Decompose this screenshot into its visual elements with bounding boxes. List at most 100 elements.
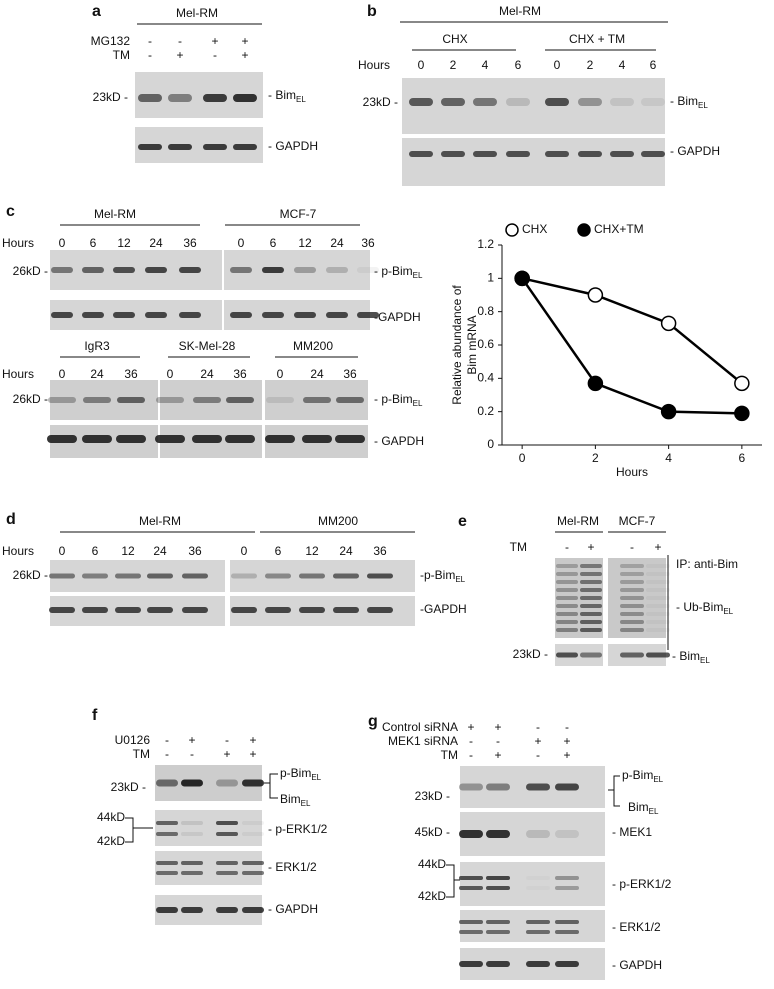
band-subscript: EL: [455, 575, 465, 584]
label: Mel-RM: [499, 4, 541, 18]
label: -: [225, 733, 229, 747]
band: [486, 930, 510, 934]
band: [459, 886, 483, 890]
band: [459, 961, 483, 967]
band-name: - p-Bim: [374, 264, 413, 278]
band: [333, 573, 359, 579]
band: [181, 821, 203, 825]
blot: [608, 558, 666, 638]
band: [441, 151, 465, 157]
point: [587, 287, 604, 303]
band-label: -GAPDH: [420, 602, 467, 616]
label: Mel-RM: [94, 207, 136, 221]
band: [230, 267, 252, 273]
band: [526, 886, 550, 890]
band: [486, 830, 510, 838]
y-tick-label: 1: [487, 271, 494, 285]
band-subscript: EL: [413, 399, 423, 408]
x-tick-label: 2: [592, 451, 599, 465]
label: 42kD: [418, 889, 446, 903]
label: 12: [305, 544, 319, 558]
band: [294, 267, 316, 273]
band-label: - GAPDH: [612, 958, 662, 972]
blot: [460, 910, 605, 942]
label: g: [368, 713, 378, 730]
band: [156, 779, 178, 787]
label: Control siRNA: [382, 720, 458, 734]
band: [646, 620, 670, 624]
label: 0: [277, 367, 284, 381]
label: 0: [59, 544, 66, 558]
label: -: [536, 720, 540, 734]
band: [82, 267, 104, 273]
band: [216, 861, 238, 865]
band: [203, 94, 227, 102]
band: [216, 907, 238, 913]
band-label: - ERK1/2: [268, 860, 317, 874]
label: 6: [275, 544, 282, 558]
band: [156, 397, 184, 403]
band: [641, 151, 665, 157]
label: 26kD -: [13, 264, 48, 278]
band: [357, 267, 379, 273]
band: [265, 573, 291, 579]
label: 23kD -: [363, 95, 398, 109]
band: [620, 564, 644, 568]
band: [555, 783, 579, 791]
label: CHX + TM: [569, 32, 625, 46]
label: 12: [117, 236, 131, 250]
band: [526, 930, 550, 934]
label: -: [565, 720, 569, 734]
label: 36: [373, 544, 387, 558]
band: [620, 612, 644, 616]
band: [555, 930, 579, 934]
y-axis-title: Relative abundance of: [450, 285, 464, 405]
band-label: - GAPDH: [374, 434, 424, 448]
label: 36: [188, 544, 202, 558]
label: CHX: [442, 32, 467, 46]
band: [326, 312, 348, 318]
band: [526, 783, 550, 791]
label: +: [211, 34, 218, 48]
band: [620, 604, 644, 608]
band: [459, 876, 483, 880]
label: TM: [133, 747, 150, 761]
band: [556, 564, 578, 568]
band: [556, 612, 578, 616]
band-label: - p-BimEL: [374, 392, 423, 408]
label: +: [563, 748, 570, 762]
band: [299, 607, 325, 613]
band: [646, 604, 670, 608]
band: [610, 98, 634, 106]
band: [181, 779, 203, 787]
point: [660, 315, 677, 332]
point: [734, 405, 750, 422]
label: 6: [515, 58, 522, 72]
band: [556, 596, 578, 600]
label: 24: [149, 236, 163, 250]
y-axis-title: Bim mRNA: [465, 315, 479, 374]
label: MEK1 siRNA: [388, 734, 458, 748]
band-label: - BimEL: [672, 649, 710, 665]
band: [620, 588, 644, 592]
band: [646, 628, 670, 632]
label: 12: [298, 236, 312, 250]
band: [302, 435, 332, 443]
band: [441, 98, 465, 106]
label: 24: [200, 367, 214, 381]
band-name: - ERK1/2: [612, 920, 661, 934]
band: [145, 312, 167, 318]
label: 23kD -: [111, 780, 146, 794]
band: [506, 98, 530, 106]
band-label: BimEL: [280, 792, 311, 808]
band: [179, 312, 201, 318]
band: [116, 435, 146, 443]
band: [620, 580, 644, 584]
point: [734, 375, 750, 392]
band-name: - GAPDH: [268, 902, 318, 916]
band-label: - Ub-BimEL: [676, 600, 734, 616]
label: -: [565, 540, 569, 554]
band-subscript: EL: [311, 773, 321, 782]
legend-label: CHX+TM: [594, 222, 644, 236]
band: [409, 151, 433, 157]
